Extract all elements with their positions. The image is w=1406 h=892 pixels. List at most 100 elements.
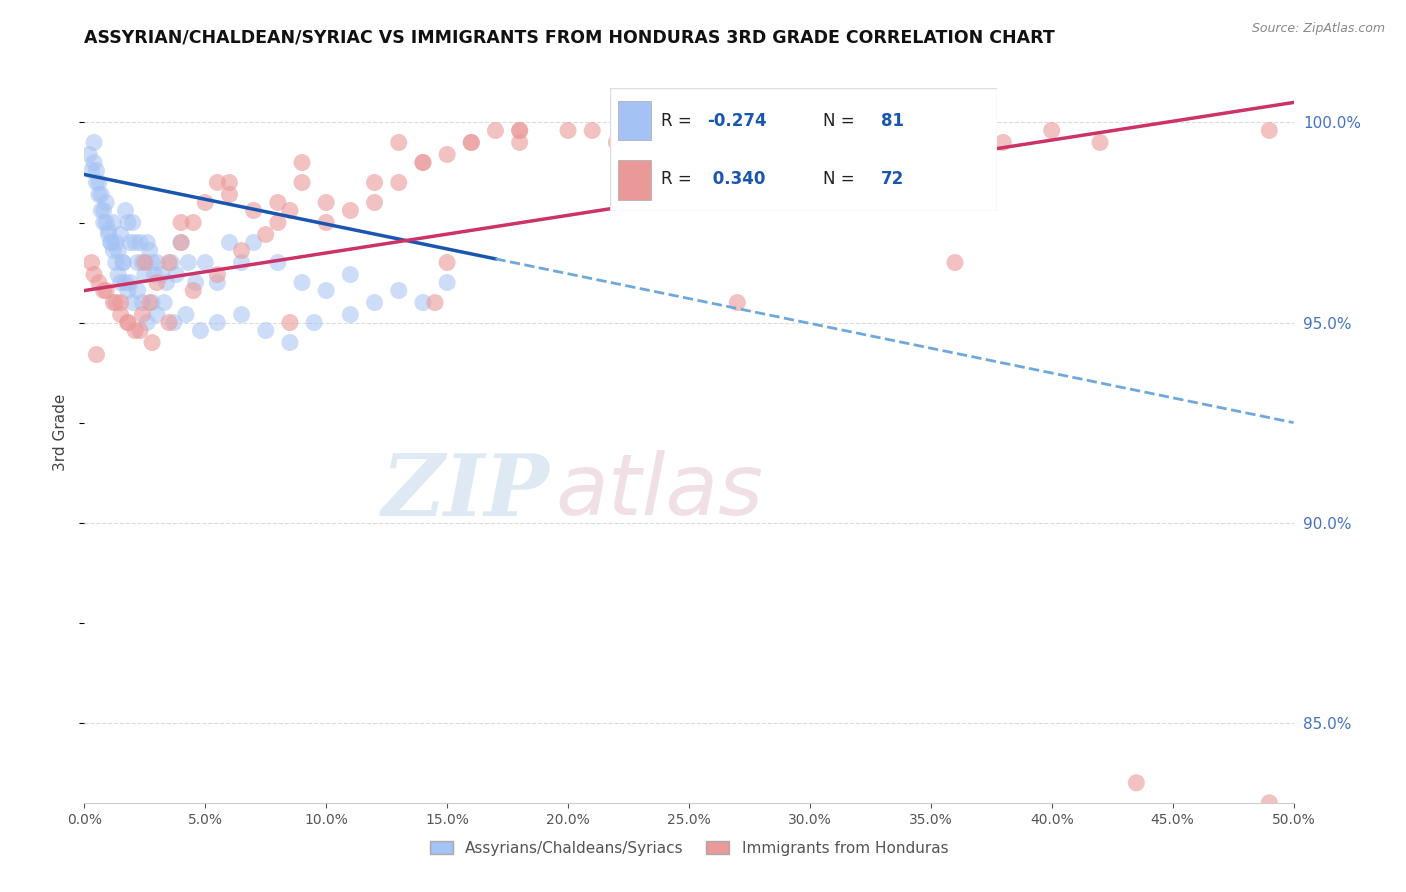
Point	[87, 176, 110, 190]
Point	[93, 284, 115, 298]
Point	[278, 316, 301, 330]
Point	[146, 308, 169, 322]
Point	[725, 295, 748, 310]
Point	[557, 123, 579, 137]
Point	[605, 136, 627, 150]
Point	[181, 284, 204, 298]
Point	[1125, 776, 1147, 790]
Point	[103, 295, 125, 310]
Point	[141, 335, 163, 350]
Point	[83, 268, 105, 282]
Point	[218, 187, 240, 202]
Point	[363, 176, 385, 190]
Point	[104, 235, 127, 250]
Point	[412, 155, 434, 169]
Point	[100, 235, 122, 250]
Point	[207, 316, 229, 330]
Point	[174, 308, 197, 322]
Point	[436, 255, 458, 269]
Point	[254, 227, 277, 242]
Point	[146, 276, 169, 290]
Text: atlas: atlas	[555, 450, 763, 533]
Point	[388, 136, 411, 150]
Point	[218, 176, 240, 190]
Point	[90, 187, 112, 202]
Point	[943, 255, 966, 269]
Point	[134, 268, 156, 282]
Point	[509, 123, 531, 137]
Point	[110, 295, 132, 310]
Point	[194, 195, 217, 210]
Point	[339, 268, 361, 282]
Point	[291, 176, 314, 190]
Point	[993, 136, 1015, 150]
Point	[654, 136, 676, 150]
Point	[302, 316, 325, 330]
Point	[107, 268, 129, 282]
Point	[231, 244, 253, 258]
Point	[124, 324, 146, 338]
Point	[231, 255, 253, 269]
Y-axis label: 3rd Grade: 3rd Grade	[53, 394, 69, 471]
Point	[150, 268, 173, 282]
Point	[136, 316, 159, 330]
Text: ASSYRIAN/CHALDEAN/SYRIAC VS IMMIGRANTS FROM HONDURAS 3RD GRADE CORRELATION CHART: ASSYRIAN/CHALDEAN/SYRIAC VS IMMIGRANTS F…	[84, 29, 1054, 47]
Point	[117, 316, 139, 330]
Point	[363, 295, 385, 310]
Legend: Assyrians/Chaldeans/Syriacs, Immigrants from Honduras: Assyrians/Chaldeans/Syriacs, Immigrants …	[423, 835, 955, 862]
Point	[129, 324, 152, 338]
Point	[218, 235, 240, 250]
Point	[131, 255, 153, 269]
Point	[120, 276, 142, 290]
Point	[943, 123, 966, 137]
Point	[799, 136, 821, 150]
Point	[291, 276, 314, 290]
Point	[117, 215, 139, 229]
Point	[1258, 123, 1281, 137]
Point	[157, 255, 180, 269]
Point	[872, 123, 894, 137]
Point	[93, 215, 115, 229]
Point	[254, 324, 277, 338]
Point	[121, 215, 143, 229]
Point	[207, 176, 229, 190]
Point	[131, 295, 153, 310]
Point	[87, 187, 110, 202]
Point	[94, 284, 117, 298]
Point	[141, 295, 163, 310]
Point	[93, 203, 115, 218]
Point	[153, 295, 176, 310]
Point	[121, 295, 143, 310]
Point	[678, 136, 700, 150]
Point	[112, 255, 135, 269]
Point	[846, 123, 869, 137]
Point	[460, 136, 482, 150]
Point	[163, 316, 186, 330]
Point	[141, 255, 163, 269]
Point	[138, 244, 160, 258]
Point	[339, 308, 361, 322]
Point	[412, 155, 434, 169]
Point	[436, 147, 458, 161]
Point	[100, 235, 122, 250]
Point	[134, 255, 156, 269]
Point	[291, 155, 314, 169]
Point	[117, 284, 139, 298]
Point	[460, 136, 482, 150]
Point	[1088, 136, 1111, 150]
Point	[190, 324, 212, 338]
Point	[315, 284, 337, 298]
Point	[146, 255, 169, 269]
Point	[110, 276, 132, 290]
Point	[129, 235, 152, 250]
Point	[97, 223, 120, 237]
Point	[184, 276, 207, 290]
Point	[86, 176, 108, 190]
Point	[87, 276, 110, 290]
Point	[114, 203, 136, 218]
Point	[484, 123, 506, 137]
Point	[103, 244, 125, 258]
Point	[103, 215, 125, 229]
Point	[80, 255, 103, 269]
Point	[86, 348, 108, 362]
